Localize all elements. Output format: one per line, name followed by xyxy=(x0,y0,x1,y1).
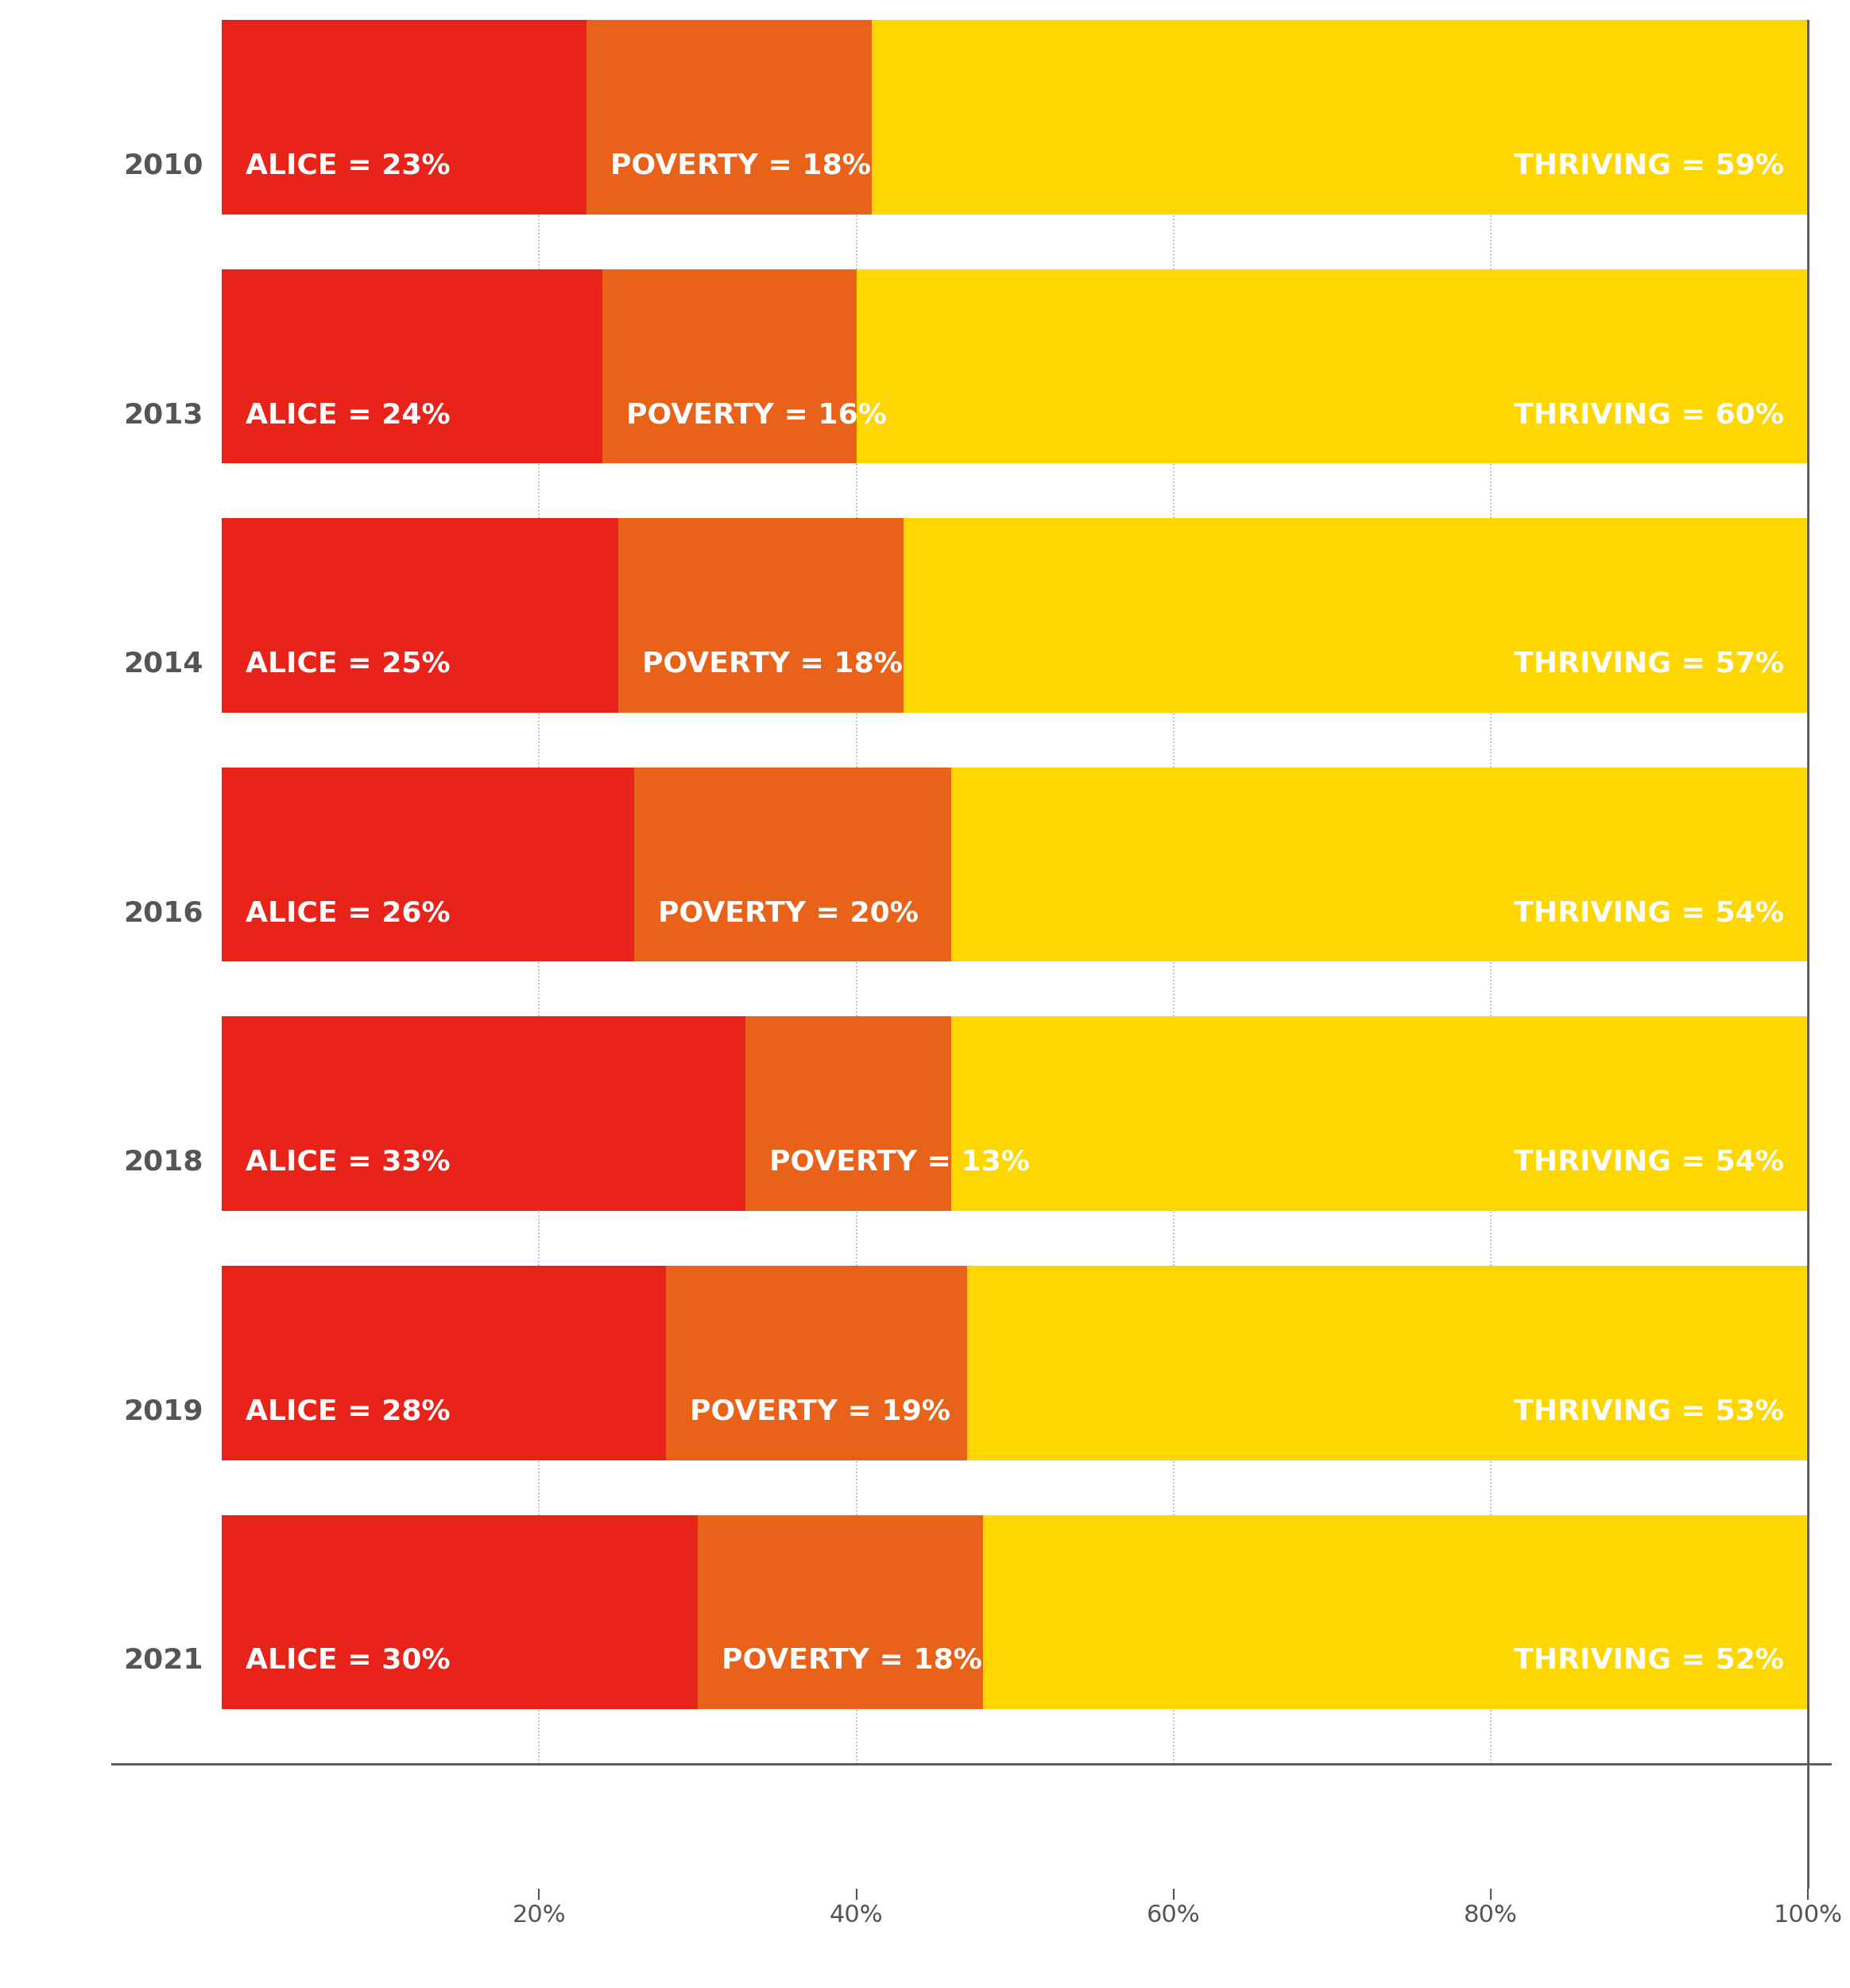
Text: 2016: 2016 xyxy=(124,901,203,926)
Bar xyxy=(982,1515,1807,1710)
Bar xyxy=(222,1515,697,1710)
Text: THRIVING = 54%: THRIVING = 54% xyxy=(1513,1149,1783,1175)
Bar xyxy=(697,1515,982,1710)
Text: POVERTY = 16%: POVERTY = 16% xyxy=(627,402,886,427)
Bar xyxy=(871,20,1807,215)
Text: ALICE = 23%: ALICE = 23% xyxy=(246,153,451,179)
Text: THRIVING = 60%: THRIVING = 60% xyxy=(1513,402,1783,427)
Text: THRIVING = 54%: THRIVING = 54% xyxy=(1513,901,1783,926)
Text: 2019: 2019 xyxy=(122,1398,203,1425)
Text: THRIVING = 52%: THRIVING = 52% xyxy=(1513,1648,1783,1674)
Text: THRIVING = 53%: THRIVING = 53% xyxy=(1513,1398,1783,1425)
Text: POVERTY = 20%: POVERTY = 20% xyxy=(659,901,919,926)
Text: 2018: 2018 xyxy=(124,1149,203,1175)
Bar xyxy=(666,1266,968,1459)
Text: 2013: 2013 xyxy=(124,402,203,427)
Text: POVERTY = 13%: POVERTY = 13% xyxy=(770,1149,1030,1175)
Text: ALICE = 24%: ALICE = 24% xyxy=(246,402,451,427)
Bar xyxy=(618,519,905,712)
Bar xyxy=(586,20,871,215)
Text: THRIVING = 57%: THRIVING = 57% xyxy=(1513,650,1783,678)
Text: 2010: 2010 xyxy=(124,153,203,179)
Text: 2021: 2021 xyxy=(124,1648,203,1674)
Bar xyxy=(222,1266,666,1459)
Text: POVERTY = 18%: POVERTY = 18% xyxy=(722,1648,982,1674)
Bar xyxy=(222,519,618,712)
Text: POVERTY = 18%: POVERTY = 18% xyxy=(610,153,871,179)
Bar xyxy=(905,519,1807,712)
Bar xyxy=(603,268,857,463)
Text: POVERTY = 18%: POVERTY = 18% xyxy=(642,650,903,678)
Bar xyxy=(951,767,1807,962)
Text: THRIVING = 59%: THRIVING = 59% xyxy=(1513,153,1783,179)
Bar xyxy=(222,1016,746,1211)
Bar xyxy=(635,767,951,962)
Text: 2014: 2014 xyxy=(124,650,203,678)
Text: ALICE = 25%: ALICE = 25% xyxy=(246,650,451,678)
Bar xyxy=(222,767,635,962)
Text: POVERTY = 19%: POVERTY = 19% xyxy=(690,1398,951,1425)
Bar xyxy=(951,1016,1807,1211)
Bar xyxy=(222,268,603,463)
Bar xyxy=(968,1266,1807,1459)
Bar xyxy=(746,1016,951,1211)
Text: ALICE = 30%: ALICE = 30% xyxy=(246,1648,451,1674)
Bar xyxy=(857,268,1807,463)
Text: ALICE = 33%: ALICE = 33% xyxy=(246,1149,451,1175)
Bar xyxy=(222,20,586,215)
Text: ALICE = 26%: ALICE = 26% xyxy=(246,901,451,926)
Text: ALICE = 28%: ALICE = 28% xyxy=(246,1398,451,1425)
